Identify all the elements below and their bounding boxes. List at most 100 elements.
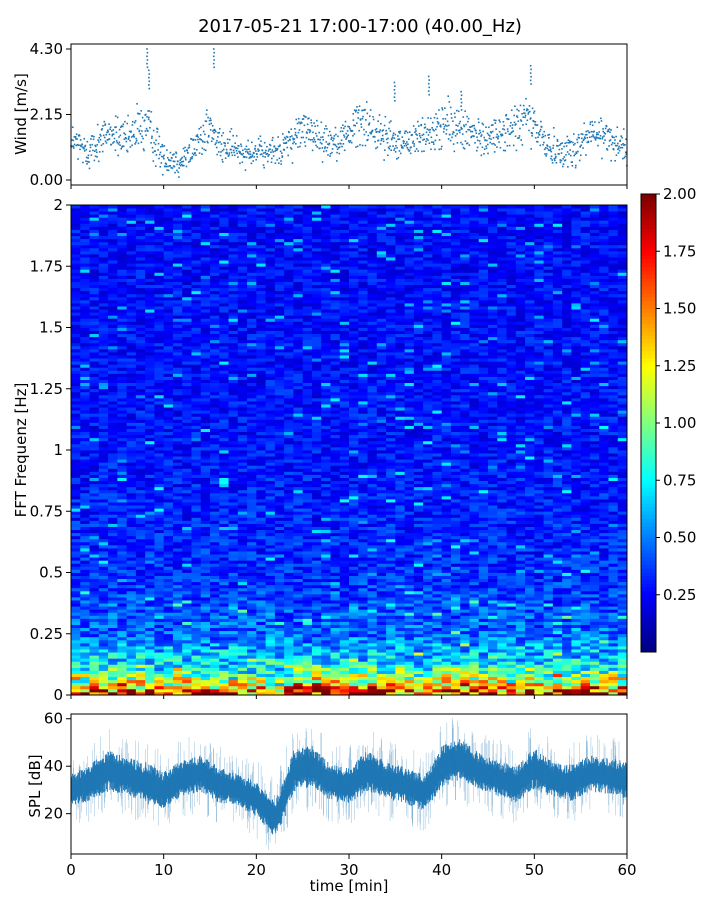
wind-point [101,128,103,130]
wind-point [463,125,466,128]
spectrogram-cell [376,603,387,607]
spectrogram-cell [488,523,498,527]
spectrogram-cell [580,612,591,616]
spectrogram-cell [321,649,331,653]
spectrogram-cell [608,572,619,576]
spectrogram-cell [80,544,90,549]
spectrogram-cell [145,551,155,555]
spectrogram-cell [395,566,405,570]
wind-point [492,124,494,126]
spectrogram-cell [478,551,489,555]
spectrogram-cell [469,581,480,586]
spectrogram-cell [98,603,109,607]
spectrogram-cell [413,575,424,580]
wind-point [420,123,423,126]
spectrogram-cell [552,661,563,665]
spectrogram-cell [395,630,405,635]
spectrogram-cell [571,612,582,616]
wind-point [362,115,364,118]
wind-point [460,105,462,108]
spectrogram-cell [108,584,118,589]
wind-point [87,157,89,159]
spectrogram-cell [432,575,443,580]
spectrogram-cell [284,526,294,531]
spectrogram-cell [265,603,276,607]
wind-point [285,141,288,144]
spectrogram-cell [525,548,535,552]
spectrogram-cell [71,655,81,659]
spectrogram-cell [376,538,387,543]
wind-point [166,156,169,159]
spectrogram-cell [543,569,554,573]
wind-point [435,134,438,137]
spectrogram-cell [395,682,405,687]
spectrogram-cell [256,584,266,589]
spectrogram-cell [525,609,535,613]
spectrogram-cell [441,639,452,644]
spectrogram-cell [117,523,127,527]
spectrogram-cell [274,554,285,558]
spectrogram-cell [506,590,517,595]
wind-point [240,153,242,155]
spectrogram-cell [302,548,313,552]
spectrogram-cell [469,563,480,567]
wind-point [316,146,319,148]
wind-point [480,135,482,137]
spectrogram-cell [228,685,239,690]
wind-point [181,156,184,159]
spectrogram-cell [386,578,396,583]
spectrogram-cell [580,563,591,567]
wind-point [206,109,208,111]
wind-point [562,163,565,165]
spectrogram-cell [395,548,405,552]
spectrogram-cell [599,676,609,681]
wind-point [126,150,129,153]
wind-point [271,157,273,160]
spectrogram-cell [450,538,461,543]
wind-point [505,114,507,117]
wind-point [608,145,610,147]
spectrogram-cell [404,520,415,524]
spectrogram-cell [311,538,322,543]
spectrogram-cell [182,590,192,595]
spectrogram-cell [228,615,239,619]
spectrogram-cell [311,636,322,641]
spectrogram-cell [413,646,424,650]
wind-point [431,141,433,143]
spectrogram-cell [321,664,331,668]
spectrogram-cell [580,688,591,693]
spectrogram-cell [311,670,322,674]
spectrogram-cell [395,603,405,607]
wind-point [263,141,266,144]
wind-point [119,134,122,137]
spectrogram-cell [395,517,405,521]
spectrogram-cell [358,581,368,586]
wind-point [416,137,419,140]
spectrogram-cell [237,575,248,580]
spectrogram-cell [450,600,461,604]
spectrogram-cell [395,587,405,592]
spectrogram-cell [413,548,424,552]
wind-point [74,136,77,138]
spectrogram-cell [172,563,183,567]
spectrogram-cell [256,691,266,696]
spectrogram-cell [432,520,443,524]
spectrogram-cell [358,649,368,653]
spectrogram-cell [265,624,276,629]
spectrogram-cell [534,673,544,678]
wind-point [341,145,343,148]
spectrogram-cell [191,636,202,641]
wind-point [89,144,91,146]
spectrogram-cell [172,652,183,656]
wind-point [358,109,360,111]
spectrogram-cell [172,520,183,524]
spectrogram-cell [339,630,350,635]
wind-point [116,116,119,119]
spectrogram-cell [460,609,470,613]
wind-point [98,141,100,143]
wind-point [83,147,85,150]
spectrogram-cell [506,633,517,638]
spectrogram-cell [219,548,229,552]
spectrogram-cell [108,593,118,598]
spectrogram-cell [376,563,387,567]
